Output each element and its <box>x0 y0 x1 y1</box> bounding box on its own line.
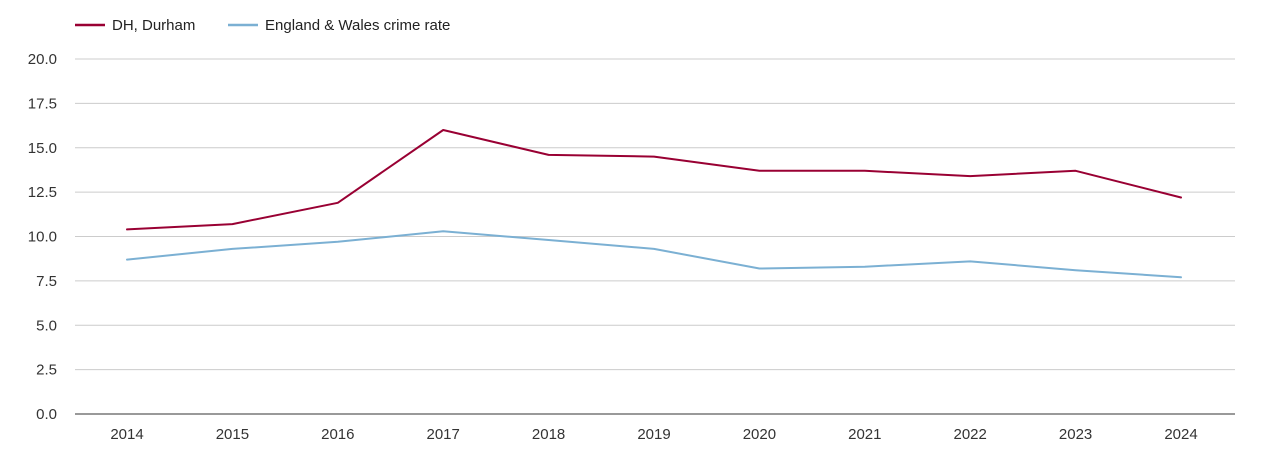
y-tick-label: 10.0 <box>28 229 57 246</box>
x-tick-label: 2018 <box>532 426 565 443</box>
x-tick-label: 2019 <box>637 426 670 443</box>
y-axis: 0.0 2.5 5.0 7.5 10.0 12.5 15.0 17.5 20.0 <box>28 51 57 423</box>
chart-legend: DH, Durham England & Wales crime rate <box>75 17 450 34</box>
x-tick-label: 2015 <box>216 426 249 443</box>
x-tick-label: 2022 <box>954 426 987 443</box>
chart-series <box>126 129 1182 279</box>
chart-gridlines <box>75 58 1235 371</box>
y-tick-label: 12.5 <box>28 184 57 201</box>
y-tick-label: 17.5 <box>28 95 57 112</box>
y-tick-label: 15.0 <box>28 140 57 157</box>
y-tick-label: 2.5 <box>36 362 57 379</box>
legend-label: England & Wales crime rate <box>265 17 450 34</box>
x-tick-label: 2021 <box>848 426 881 443</box>
x-tick-label: 2016 <box>321 426 354 443</box>
series-line-dh-durham <box>126 129 1182 231</box>
x-tick-label: 2014 <box>110 426 143 443</box>
x-axis: 2014 2015 2016 2017 2018 2019 2020 2021 2022 2023… <box>75 413 1235 443</box>
x-tick-label: 2017 <box>427 426 460 443</box>
y-tick-label: 0.0 <box>36 406 57 423</box>
series-line-england-wales-crime-rate <box>126 230 1182 279</box>
y-tick-label: 7.5 <box>36 273 57 290</box>
y-tick-label: 20.0 <box>28 51 57 68</box>
legend-label: DH, Durham <box>112 17 195 34</box>
x-tick-label: 2024 <box>1164 426 1197 443</box>
x-tick-label: 2023 <box>1059 426 1092 443</box>
y-tick-label: 5.0 <box>36 317 57 334</box>
x-tick-label: 2020 <box>743 426 776 443</box>
